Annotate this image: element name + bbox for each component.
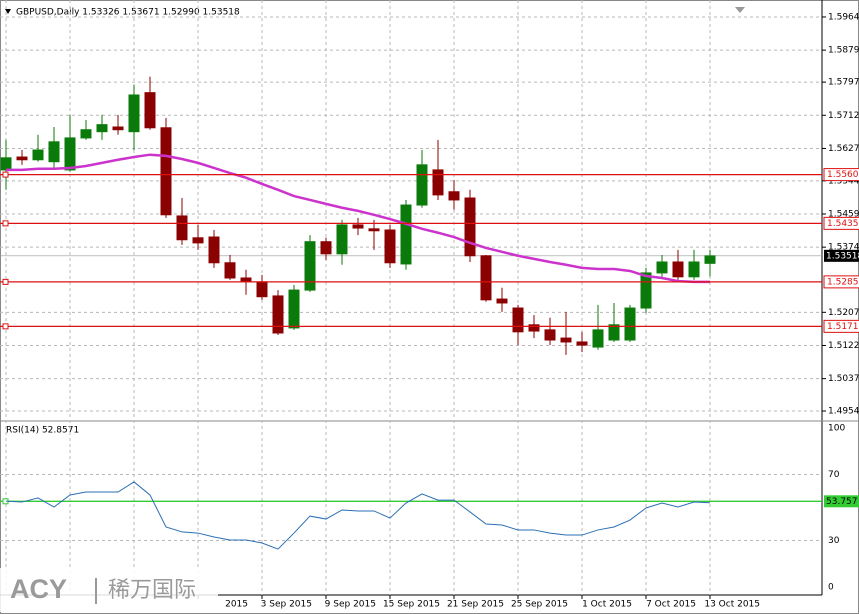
logo-text: 稀万国际 [108,578,196,603]
y-tick-label: 1.5122 [828,341,859,351]
y-tick-label: 0 [828,583,834,593]
y-tick-label: 30 [828,536,840,546]
candle-body [192,237,204,244]
last-price-box [824,249,859,262]
logo-name: ACY [10,574,67,604]
level-handle [2,220,9,227]
candle-body [688,261,700,278]
candle-body [672,261,684,278]
candle-body [224,262,236,279]
candle-body [640,272,652,309]
candle-body [112,126,124,131]
level-label-box [823,275,859,289]
candle-body [400,204,412,265]
candle-body [32,149,44,161]
candle-body [464,197,476,257]
x-tick-label: 1 Oct 2015 [582,600,632,610]
y-tick-label: 1.5544 [828,176,859,186]
candle-body [0,157,12,171]
candle-body [16,156,28,161]
chart-title: GBPUSD,Daily 1.53326 1.53671 1.52990 1.5… [16,8,240,18]
candle-body [496,298,508,304]
candle-body [336,224,348,255]
level-handle [2,171,9,178]
y-tick-label: 1.5797 [828,78,859,88]
candle-body [144,92,156,129]
level-handle [2,278,9,285]
candle-body [64,137,76,171]
logo-backdrop [0,568,218,612]
last-price-label: 1.53518 [826,251,859,261]
shift-marker[interactable] [735,7,745,13]
candle-body [576,341,588,346]
candle-body [304,241,316,291]
candle-body [624,307,636,341]
candle-body [288,289,300,329]
candle-body [96,124,108,133]
x-tick-label: 2015 [225,600,248,610]
candle-body [512,307,524,333]
x-tick-label: 9 Sep 2015 [325,600,376,610]
rsi-title: RSI(14) 52.8571 [6,426,79,436]
candle-body [480,255,492,301]
candle-body [256,281,268,298]
x-tick-label: 7 Oct 2015 [646,600,696,610]
candle-body [656,261,668,274]
level-label: 1.5285 [827,277,859,287]
menu-arrow[interactable] [5,9,11,14]
candle-body [448,191,460,201]
level-handle [2,323,9,330]
y-tick-label: 1.4954 [828,407,859,417]
moving-average [6,153,710,284]
y-tick-label: 1.5964 [828,12,859,22]
rsi-line [5,481,711,550]
candle-body [48,141,60,163]
candle-body [272,295,284,334]
y-tick-label: 1.5459 [828,210,859,220]
candle-body [544,329,556,341]
x-tick-label: 25 Sep 2015 [511,600,568,610]
level-label-box [823,216,859,230]
candle-body [176,215,188,241]
candle-body [560,337,572,343]
candle-body [128,94,140,133]
y-tick-label: 1.5037 [828,374,859,384]
candle-body [80,129,92,139]
level-label: 1.5171 [827,322,859,332]
x-tick-label: 15 Sep 2015 [383,600,440,610]
level-label-box [824,495,859,508]
candle-body [320,241,332,255]
candle-body [528,324,540,332]
x-tick-label: 13 Oct 2015 [704,600,760,610]
level-label: 1.5435 [827,219,859,229]
candle-body [416,164,428,206]
candle-body [160,127,172,216]
candle-body [368,228,380,232]
candle-body [208,236,220,264]
y-tick-label: 70 [828,470,840,480]
candle-body [592,329,604,348]
candle-body [608,324,620,341]
y-tick-label: 1.5627 [828,144,859,154]
candle-body [352,224,364,229]
y-tick-label: 100 [828,424,845,434]
y-tick-label: 1.5207 [828,308,859,318]
candle-body [704,255,716,264]
y-tick-label: 1.5374 [828,243,859,253]
x-tick-label: 21 Sep 2015 [447,600,504,610]
level-label-box [823,319,859,333]
level-label: 1.5560 [827,170,859,180]
y-tick-label: 1.5712 [828,111,859,121]
level-label-box [823,168,859,182]
level-label: 53.757 [826,497,858,507]
x-tick-label: 3 Sep 2015 [261,600,312,610]
y-tick-label: 1.5879 [828,46,859,56]
candle-body [432,169,444,196]
candle-body [384,229,396,264]
